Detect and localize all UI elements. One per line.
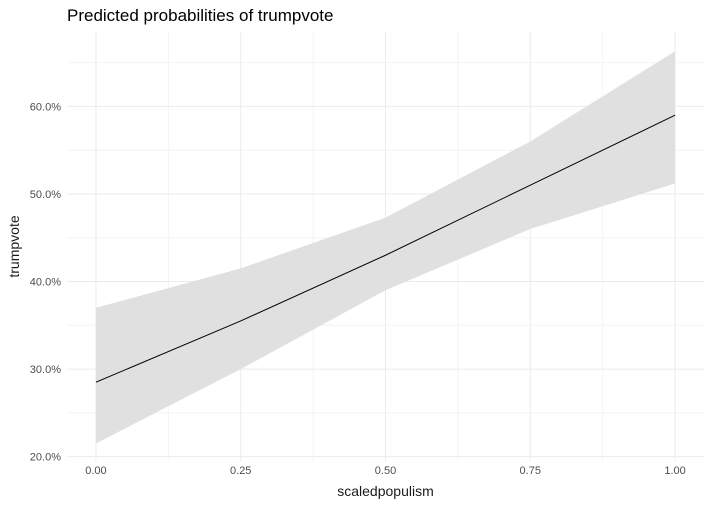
y-axis-title: trumpvote — [6, 215, 22, 277]
x-tick-label: 0.75 — [520, 465, 541, 477]
confidence-ribbon — [95, 51, 676, 444]
x-axis-title: scaledpopulism — [337, 483, 434, 499]
y-tick-label: 40.0% — [30, 277, 61, 289]
y-tick-label: 60.0% — [30, 101, 61, 113]
prediction-line — [95, 114, 676, 383]
x-tick-label: 1.00 — [664, 465, 685, 477]
chart-title: Predicted probabilities of trumpvote — [67, 6, 334, 25]
y-tick-label: 20.0% — [30, 452, 61, 464]
x-tick-label: 0.25 — [230, 465, 251, 477]
x-axis-ticks: 0.00 0.25 0.50 0.75 1.00 — [85, 465, 686, 477]
x-tick-label: 0.00 — [85, 465, 106, 477]
x-tick-label: 0.50 — [375, 465, 396, 477]
y-tick-label: 50.0% — [30, 189, 61, 201]
y-axis-ticks: 20.0% 30.0% 40.0% 50.0% 60.0% — [30, 101, 61, 463]
y-tick-label: 30.0% — [30, 364, 61, 376]
